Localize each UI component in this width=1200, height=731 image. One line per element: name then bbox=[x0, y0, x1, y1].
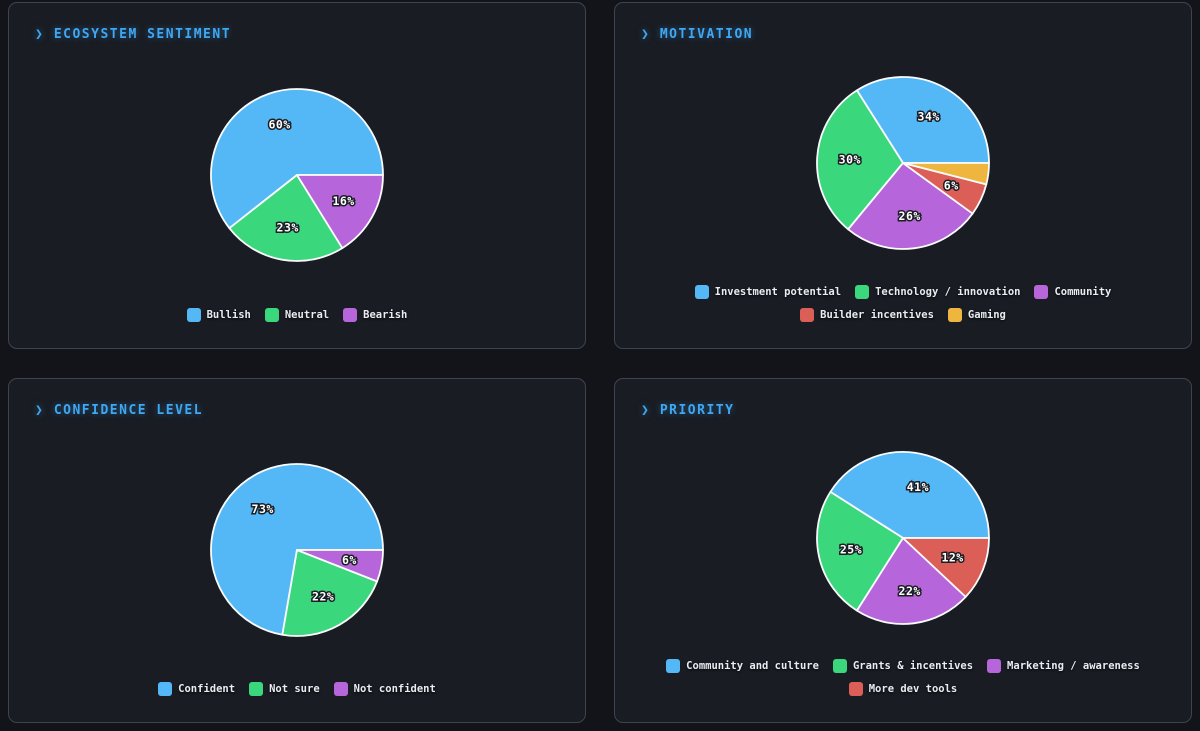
legend-label-marketing-awareness: Marketing / awareness bbox=[1007, 660, 1140, 672]
pie-percent-label-community: 26% bbox=[899, 209, 921, 223]
pie-slice-grants-incentives bbox=[816, 491, 904, 612]
pie-chart-ecosystem-sentiment: 60% 23% 16% bbox=[210, 87, 384, 262]
panel-motivation: ❯ MOTIVATION 34% 30% 26% 6% Investment pote… bbox=[614, 2, 1192, 349]
legend-swatch-investment-potential bbox=[694, 285, 709, 299]
chevron-right-icon: ❯ bbox=[641, 27, 649, 42]
pie-chart-motivation: 34% 30% 26% 6% bbox=[816, 76, 990, 250]
legend-swatch-bullish bbox=[186, 308, 201, 322]
legend-swatch-gaming bbox=[947, 308, 962, 322]
chart-area-motivation: 34% 30% 26% 6% bbox=[615, 41, 1191, 285]
panel-header-motivation[interactable]: ❯ MOTIVATION bbox=[615, 3, 1191, 41]
legend-item-neutral: Neutral bbox=[264, 308, 330, 322]
pie-slice-bearish bbox=[296, 173, 384, 249]
pie-percent-label-community-and-culture: 41% bbox=[907, 480, 929, 494]
legend-swatch-neutral bbox=[264, 308, 279, 322]
legend-motivation: Investment potential Technology / innovat… bbox=[653, 285, 1153, 322]
legend-label-not-confident: Not confident bbox=[353, 683, 436, 695]
legend-swatch-marketing-awareness bbox=[987, 659, 1002, 673]
chart-area-ecosystem-sentiment: 60% 23% 16% bbox=[9, 41, 585, 308]
panel-header-confidence-level[interactable]: ❯ CONFIDENCE LEVEL bbox=[9, 379, 585, 417]
legend-item-bearish: Bearish bbox=[343, 308, 407, 322]
pie-slice-more-dev-tools bbox=[902, 537, 990, 598]
legend-label-more-dev-tools: More dev tools bbox=[868, 683, 958, 695]
panel-title-confidence-level: CONFIDENCE LEVEL bbox=[53, 403, 204, 418]
legend-label-investment-potential: Investment potential bbox=[714, 286, 842, 298]
legend-item-gaming: Gaming bbox=[947, 308, 1006, 322]
legend-item-not-confident: Not confident bbox=[333, 682, 436, 696]
legend-label-neutral: Neutral bbox=[284, 309, 330, 321]
legend-item-marketing-awareness: Marketing / awareness bbox=[987, 659, 1140, 673]
legend-item-builder-incentives: Builder incentives bbox=[800, 308, 934, 322]
legend-swatch-not-confident bbox=[333, 682, 348, 696]
legend-label-grants-incentives: Grants & incentives bbox=[852, 660, 974, 672]
legend-item-not-sure: Not sure bbox=[249, 682, 320, 696]
legend-label-technology-innovation: Technology / innovation bbox=[875, 286, 1021, 298]
pie-percent-label-bullish: 60% bbox=[268, 117, 290, 131]
pie-slice-neutral bbox=[228, 173, 344, 262]
legend-label-community: Community bbox=[1054, 286, 1112, 298]
legend-swatch-community-and-culture bbox=[666, 659, 681, 673]
pie-percent-label-neutral: 23% bbox=[277, 220, 299, 234]
legend-item-community: Community bbox=[1034, 285, 1111, 299]
pie-percent-label-not-sure: 22% bbox=[312, 589, 334, 603]
panel-header-priority[interactable]: ❯ PRIORITY bbox=[615, 379, 1191, 417]
legend-ecosystem-sentiment: Bullish Neutral Bearish bbox=[47, 308, 547, 322]
panel-title-motivation: MOTIVATION bbox=[659, 27, 754, 42]
legend-label-not-sure: Not sure bbox=[269, 683, 320, 695]
legend-swatch-community bbox=[1034, 285, 1049, 299]
panel-confidence-level: ❯ CONFIDENCE LEVEL 73% 22% 6% Confident Not… bbox=[8, 378, 586, 723]
pie-slice-not-confident bbox=[296, 548, 384, 582]
panel-header-ecosystem-sentiment[interactable]: ❯ ECOSYSTEM SENTIMENT bbox=[9, 3, 585, 41]
legend-swatch-more-dev-tools bbox=[848, 682, 863, 696]
legend-label-bearish: Bearish bbox=[363, 309, 408, 321]
panel-priority: ❯ PRIORITY 41% 25% 22% 12% Community and cu… bbox=[614, 378, 1192, 723]
pie-slice-community bbox=[847, 162, 974, 250]
legend-item-more-dev-tools: More dev tools bbox=[848, 682, 958, 696]
pie-percent-label-grants-incentives: 25% bbox=[840, 543, 862, 557]
legend-label-bullish: Bullish bbox=[206, 309, 251, 321]
legend-swatch-bearish bbox=[343, 308, 358, 322]
pie-slice-technology-innovation bbox=[816, 89, 904, 231]
pie-slice-marketing-awareness bbox=[856, 537, 967, 625]
pie-percent-label-builder-incentives: 6% bbox=[944, 179, 959, 193]
pie-percent-label-more-dev-tools: 12% bbox=[941, 551, 963, 565]
legend-item-confident: Confident bbox=[158, 682, 235, 696]
legend-label-confident: Confident bbox=[178, 683, 236, 695]
pie-percent-label-bearish: 16% bbox=[332, 193, 354, 207]
pie-percent-label-investment-potential: 34% bbox=[918, 109, 940, 123]
pie-percent-label-confident: 73% bbox=[252, 502, 274, 516]
pie-slice-gaming bbox=[902, 162, 990, 186]
pie-chart-priority: 41% 25% 22% 12% bbox=[816, 451, 990, 625]
legend-label-community-and-culture: Community and culture bbox=[686, 660, 819, 672]
pie-chart-confidence-level: 73% 22% 6% bbox=[210, 462, 384, 637]
panel-ecosystem-sentiment: ❯ ECOSYSTEM SENTIMENT 60% 23% 16% Bullish N… bbox=[8, 2, 586, 349]
legend-confidence-level: Confident Not sure Not confident bbox=[47, 682, 547, 696]
chevron-right-icon: ❯ bbox=[641, 403, 649, 418]
legend-label-builder-incentives: Builder incentives bbox=[820, 309, 934, 321]
legend-swatch-builder-incentives bbox=[800, 308, 815, 322]
panel-title-ecosystem-sentiment: ECOSYSTEM SENTIMENT bbox=[53, 27, 232, 42]
legend-item-community-and-culture: Community and culture bbox=[666, 659, 819, 673]
legend-priority: Community and culture Grants & incentives… bbox=[653, 659, 1153, 696]
chart-area-confidence-level: 73% 22% 6% bbox=[9, 417, 585, 682]
legend-item-bullish: Bullish bbox=[186, 308, 251, 322]
chart-area-priority: 41% 25% 22% 12% bbox=[615, 417, 1191, 659]
legend-swatch-confident bbox=[158, 682, 173, 696]
pie-percent-label-marketing-awareness: 22% bbox=[899, 584, 921, 598]
pie-slice-not-sure bbox=[281, 548, 378, 637]
legend-swatch-technology-innovation bbox=[855, 285, 870, 299]
panel-title-priority: PRIORITY bbox=[659, 403, 735, 418]
legend-swatch-not-sure bbox=[249, 682, 264, 696]
legend-item-investment-potential: Investment potential bbox=[694, 285, 842, 299]
legend-item-technology-innovation: Technology / innovation bbox=[855, 285, 1020, 299]
legend-item-grants-incentives: Grants & incentives bbox=[832, 659, 974, 673]
pie-percent-label-technology-innovation: 30% bbox=[839, 153, 861, 167]
chevron-right-icon: ❯ bbox=[35, 403, 43, 418]
legend-label-gaming: Gaming bbox=[967, 309, 1006, 321]
pie-percent-label-not-confident: 6% bbox=[342, 552, 357, 566]
pie-slice-bullish bbox=[210, 87, 384, 229]
legend-swatch-grants-incentives bbox=[832, 659, 847, 673]
chevron-right-icon: ❯ bbox=[35, 27, 43, 42]
